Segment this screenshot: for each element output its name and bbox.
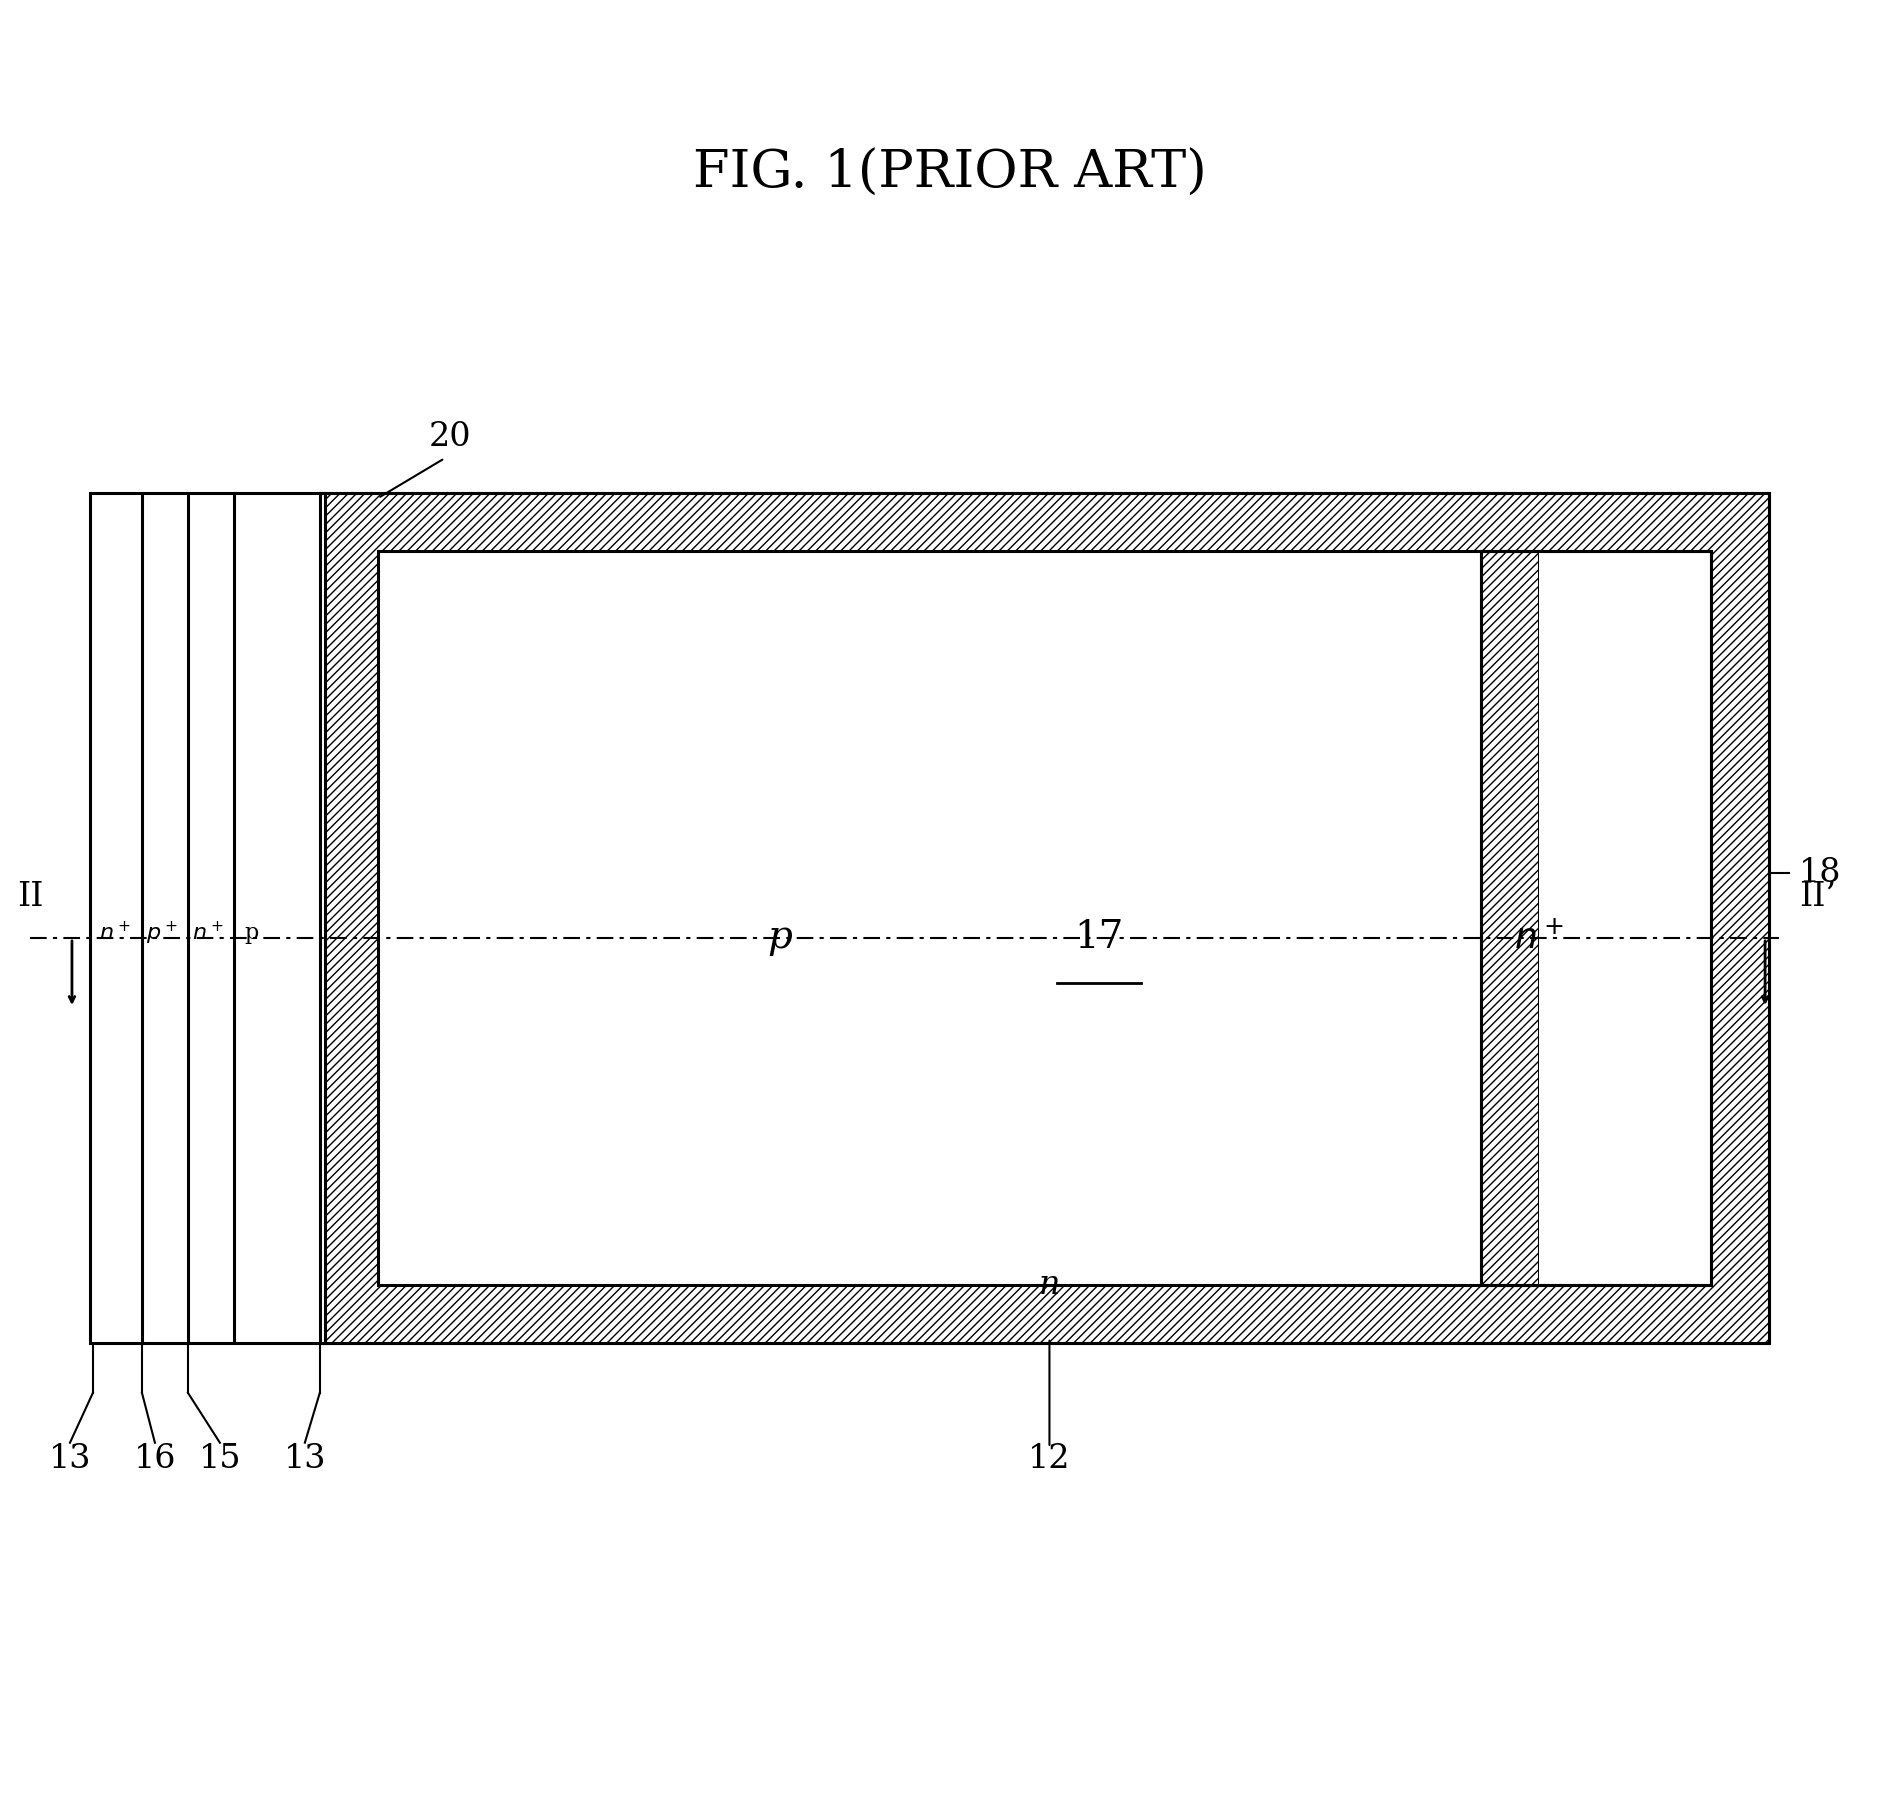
Text: II: II: [17, 880, 44, 913]
Text: 15: 15: [199, 1443, 241, 1474]
Text: $n^+$: $n^+$: [1513, 920, 1564, 956]
Text: 12: 12: [1027, 1443, 1070, 1474]
Text: 18: 18: [1797, 857, 1841, 889]
Bar: [378, 550, 1710, 1286]
Text: 13: 13: [49, 1443, 91, 1474]
Bar: [319, 493, 1769, 1343]
Text: $p^+$: $p^+$: [146, 920, 178, 947]
Text: $n^+$: $n^+$: [99, 922, 131, 945]
Text: 20: 20: [429, 421, 471, 454]
Text: 13: 13: [283, 1443, 326, 1474]
Bar: [319, 493, 1769, 1343]
Text: FIG. 1(PRIOR ART): FIG. 1(PRIOR ART): [693, 147, 1205, 199]
Bar: [1480, 550, 1710, 1286]
Text: 17: 17: [1074, 920, 1124, 956]
Text: n: n: [1038, 1269, 1059, 1300]
Bar: [378, 550, 1710, 1286]
Text: $n^+$: $n^+$: [192, 922, 224, 945]
Bar: [1539, 550, 1710, 1286]
Bar: [1480, 550, 1539, 1286]
Text: p: p: [767, 920, 791, 956]
Text: II’: II’: [1797, 880, 1835, 913]
Text: 16: 16: [133, 1443, 177, 1474]
Text: p: p: [245, 922, 258, 943]
Bar: [89, 493, 325, 1343]
